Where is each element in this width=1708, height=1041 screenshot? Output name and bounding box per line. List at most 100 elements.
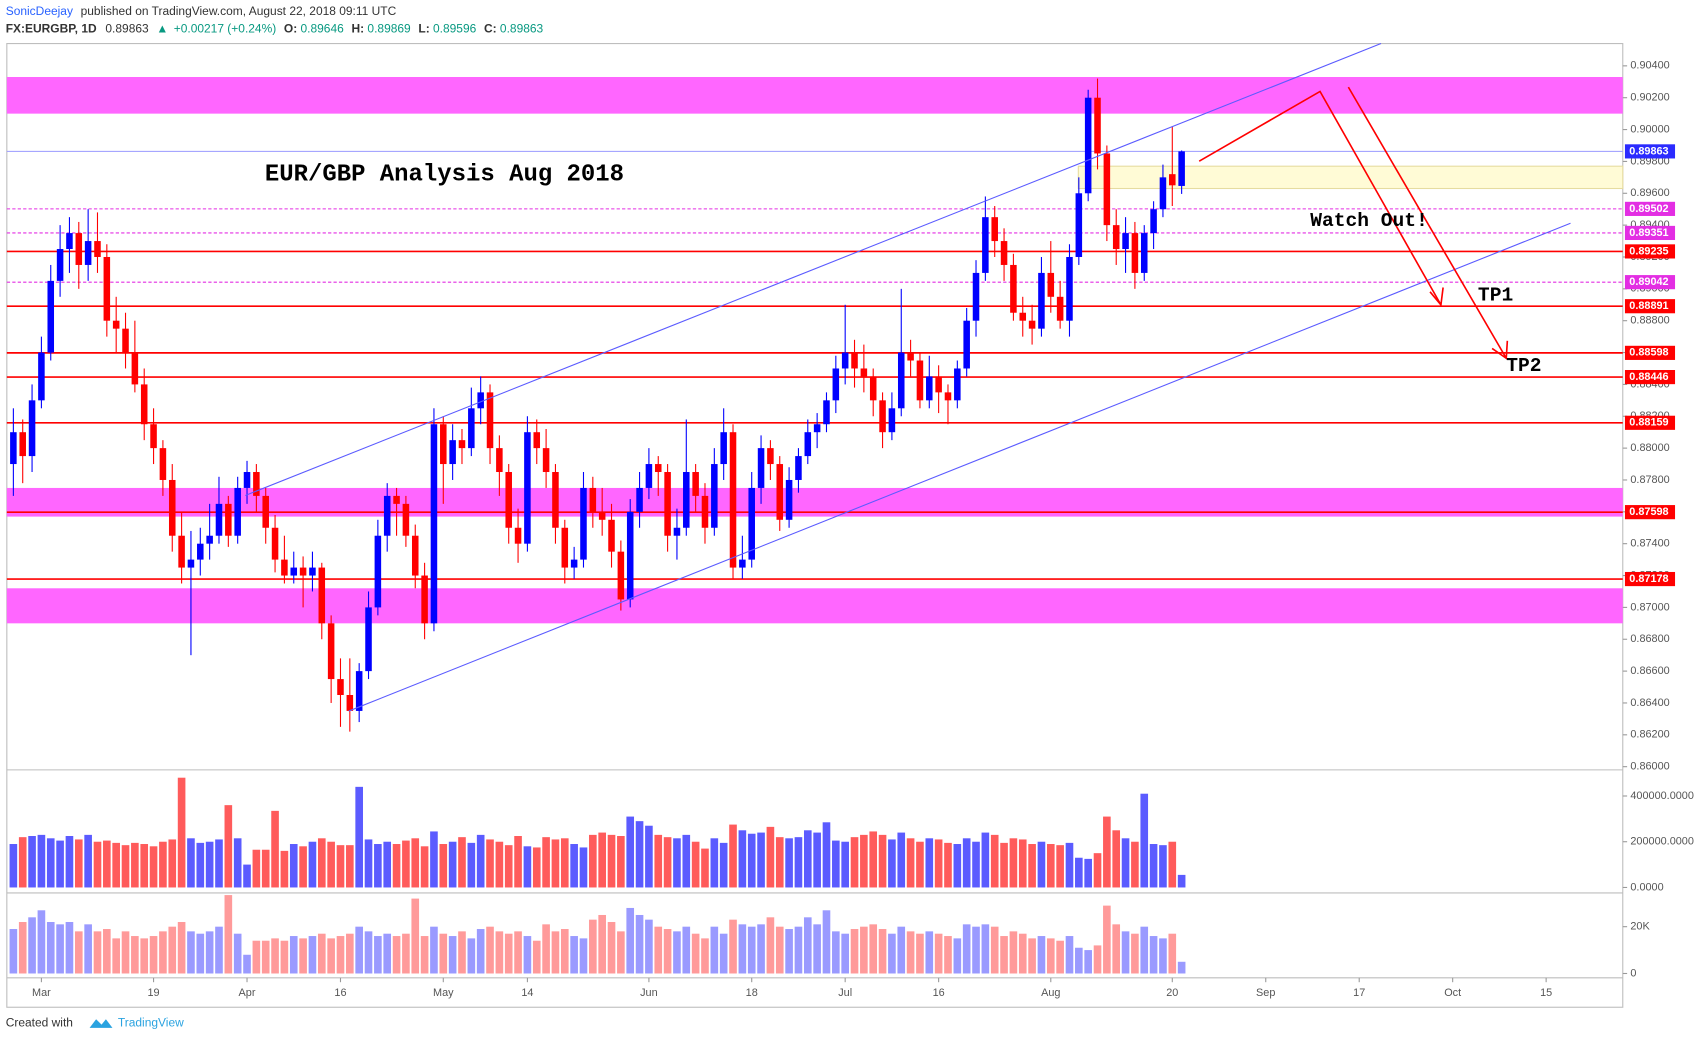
volume-bar — [327, 841, 335, 888]
volume-bar — [467, 938, 476, 974]
volume-bar — [346, 933, 354, 974]
candle-body — [234, 487, 241, 536]
volume-bar — [56, 840, 64, 888]
volume-bar — [654, 834, 663, 888]
volume-bar — [439, 844, 448, 888]
x-tick-label: Apr — [239, 987, 256, 999]
volume-bar — [607, 921, 616, 974]
candle-body — [1010, 264, 1017, 313]
volume-bar — [962, 924, 971, 974]
volume-bar — [794, 837, 803, 888]
arrow-tp2 — [1347, 86, 1507, 359]
candle-body — [1122, 233, 1129, 250]
candle-body — [991, 217, 998, 242]
volume-bar — [495, 931, 504, 974]
footer-brand[interactable]: TradingView — [118, 1016, 184, 1030]
volume-bar — [832, 931, 840, 974]
volume-bar — [280, 850, 289, 888]
volume-bar — [1177, 874, 1186, 888]
close-value: 0.89863 — [500, 22, 544, 36]
volume-bar — [159, 841, 167, 888]
volume-bar — [747, 833, 756, 888]
volume-bar — [317, 933, 326, 974]
level-label: 0.88446 — [1629, 371, 1668, 383]
volume-bar — [888, 933, 896, 974]
candle-body — [654, 464, 662, 473]
volume-bar — [691, 933, 700, 974]
volume-bar — [691, 841, 700, 888]
volume-bar — [1028, 938, 1036, 974]
volume-bar — [364, 931, 373, 974]
volume-bar — [56, 924, 64, 974]
x-tick-label: 19 — [148, 987, 160, 999]
volume-bar — [560, 838, 569, 888]
volume-bar — [981, 832, 990, 888]
y-tick-label: 0.88000 — [1630, 442, 1669, 454]
candle-body — [327, 623, 335, 680]
candle-body — [402, 503, 410, 536]
candle-body — [393, 495, 400, 504]
candle-body — [84, 241, 92, 265]
volume-bar — [860, 926, 868, 974]
volume-bar — [1084, 858, 1092, 888]
volume-bar — [374, 844, 382, 888]
candle-body — [608, 519, 615, 552]
candle-body — [823, 400, 830, 425]
volume-bar — [682, 926, 691, 974]
volume-bar — [9, 929, 18, 974]
volume-bar — [103, 929, 111, 974]
volume-bar — [84, 924, 92, 974]
volume-bar — [925, 931, 934, 974]
candle-body — [720, 432, 727, 465]
candle-body — [477, 392, 484, 409]
level-label: 0.87178 — [1629, 573, 1668, 585]
low-label: L: — [418, 22, 429, 36]
candle-body — [383, 495, 391, 536]
volume-bar — [897, 926, 906, 974]
volume-bar — [131, 936, 139, 974]
candle-body — [645, 464, 653, 488]
volume-bar — [990, 926, 999, 974]
candle-body — [168, 479, 176, 536]
candle-body — [916, 360, 924, 401]
candle-body — [1169, 174, 1176, 186]
annotation: TP2 — [1506, 355, 1541, 377]
tradingview-logo[interactable] — [89, 1019, 113, 1028]
level-label-box — [1624, 505, 1676, 520]
zone — [6, 77, 1623, 114]
level-label: 0.88891 — [1629, 300, 1668, 312]
volume-bar — [1093, 853, 1102, 888]
volume-bar — [841, 841, 849, 888]
candle-body — [1028, 320, 1036, 329]
arrow-tp1 — [1198, 90, 1442, 306]
volume-bar — [308, 936, 317, 974]
y-tick-label: 0.86400 — [1630, 697, 1669, 709]
candle-body — [776, 464, 784, 520]
volume-bar — [860, 834, 868, 888]
candle-body — [56, 249, 64, 281]
symbol-line: FX:EURGBP, 1D 0.89863 ▲ +0.00217 (+0.24%… — [6, 22, 544, 36]
author[interactable]: SonicDeejay — [6, 4, 73, 18]
candle-body — [1131, 233, 1139, 273]
open-label: O: — [284, 22, 297, 36]
volume-bar — [46, 921, 55, 974]
y-tick-label: 0.88800 — [1630, 315, 1669, 327]
candle-body — [159, 448, 167, 480]
candle-body — [140, 384, 148, 425]
candle-body — [982, 217, 989, 273]
candle-body — [505, 472, 512, 528]
current-price-label: 0.89863 — [1629, 145, 1668, 157]
volume-bar — [663, 837, 672, 888]
candle-body — [112, 320, 120, 329]
volume-bar — [757, 832, 765, 888]
volume-bar — [803, 830, 812, 888]
volume-bar — [430, 831, 438, 888]
volume-bar — [420, 846, 429, 888]
candle-body — [972, 272, 980, 321]
volume-bar — [28, 836, 36, 888]
volume-bar — [392, 844, 401, 888]
volume-bar — [374, 936, 382, 974]
volume-bar — [598, 914, 606, 974]
volume-bar — [532, 847, 541, 888]
y-tick-label: 0.87800 — [1630, 474, 1669, 486]
